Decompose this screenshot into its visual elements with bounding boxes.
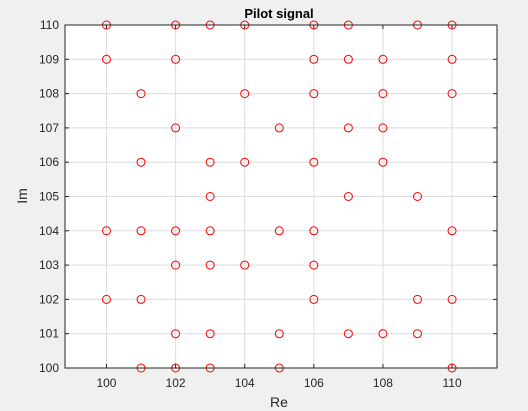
y-tick-label: 107 [39,121,59,135]
data-point-marker [171,54,181,64]
data-point-marker [343,329,353,339]
y-tick-labels: 100 101 102 103 104 105 106 107 108 109 110 [39,18,59,375]
y-axis-label: Im [14,188,30,204]
data-point-marker [205,329,215,339]
data-point-marker [136,294,146,304]
x-axis-label: Re [270,394,288,410]
data-point-marker [101,54,111,64]
data-point-marker [136,226,146,236]
data-point-marker [171,260,181,270]
data-point-marker [240,89,250,99]
y-tick-label: 109 [39,52,59,66]
y-tick-label: 102 [39,292,59,306]
data-point-marker [101,294,111,304]
x-tick-labels: 100 102 104 106 108 110 [96,376,462,390]
data-point-marker [240,260,250,270]
data-point-marker [343,192,353,201]
data-point-marker [343,123,353,133]
x-tick-label: 110 [443,376,462,390]
data-point-marker [309,89,319,99]
data-point-marker [447,89,457,99]
data-point-marker [101,226,111,236]
data-point-marker [309,157,319,167]
y-tick-label: 104 [39,224,59,238]
data-point-marker [136,157,146,167]
data-point-marker [447,226,457,236]
data-point-marker [413,329,423,339]
y-tick-label: 103 [39,258,59,272]
data-point-marker [447,294,457,304]
y-tick-label: 101 [39,327,59,341]
data-point-marker [343,54,353,64]
data-point-marker [413,192,423,201]
x-tick-label: 106 [304,376,324,390]
axis-ticks [65,24,497,369]
x-tick-label: 108 [373,376,393,390]
data-point-marker [309,54,319,64]
data-point-marker [309,294,319,304]
data-point-marker [240,157,250,167]
y-tick-label: 100 [39,361,59,375]
data-point-marker [205,157,215,167]
data-point-marker [171,226,181,236]
data-point-marker [309,260,319,270]
data-point-marker [136,89,146,99]
data-point-marker [378,329,388,339]
data-point-marker [378,54,388,64]
data-points [101,20,457,373]
data-point-marker [205,192,215,201]
y-tick-label: 108 [39,87,59,101]
data-point-marker [274,329,284,339]
y-tick-label: 110 [40,18,59,32]
axes-frame [64,24,498,369]
chart-title: Pilot signal [244,6,313,21]
data-point-marker [309,226,319,236]
data-point-marker [378,123,388,133]
y-tick-label: 105 [39,190,59,204]
data-point-marker [378,157,388,167]
x-tick-label: 102 [166,376,186,390]
x-tick-label: 104 [235,376,255,390]
data-point-marker [171,329,181,339]
y-tick-label: 106 [39,155,59,169]
data-point-marker [205,226,215,236]
data-point-marker [378,89,388,99]
data-point-marker [171,123,181,133]
data-point-marker [205,260,215,270]
data-point-marker [413,294,423,304]
x-tick-label: 100 [96,376,116,390]
data-point-marker [447,54,457,64]
data-point-marker [274,123,284,133]
data-point-marker [274,226,284,236]
